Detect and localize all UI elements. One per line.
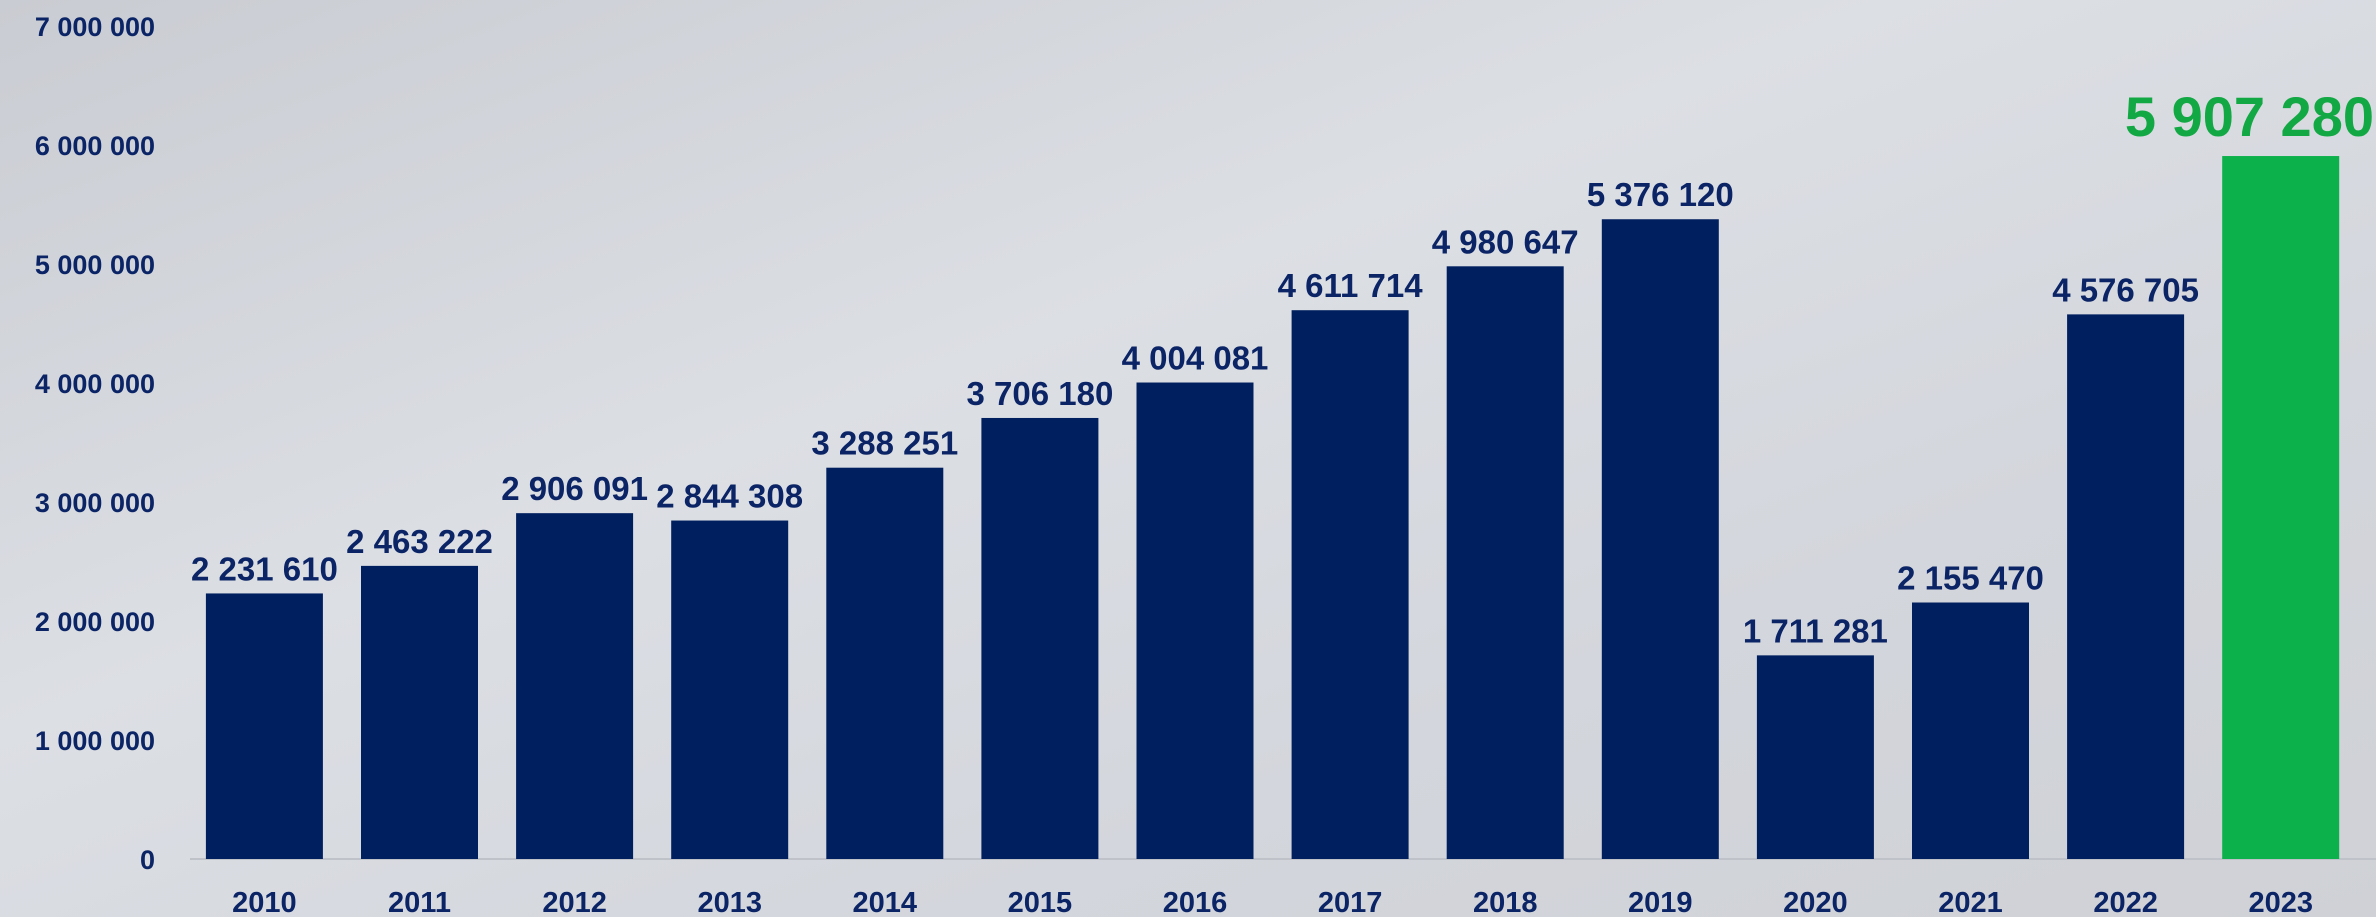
x-tick-label: 2013 xyxy=(697,887,762,917)
y-tick-label: 3 000 000 xyxy=(35,488,155,518)
value-label: 2 906 091 xyxy=(501,470,648,507)
value-label: 4 980 647 xyxy=(1432,223,1579,260)
y-tick-label: 4 000 000 xyxy=(35,369,155,399)
bar xyxy=(361,565,478,859)
x-tick-label: 2023 xyxy=(2248,887,2313,917)
bar xyxy=(826,467,944,859)
value-label: 5 376 120 xyxy=(1587,176,1734,213)
value-label: 4 611 714 xyxy=(1278,267,1424,304)
x-tick-label: 2022 xyxy=(2093,887,2158,917)
value-label: 2 463 222 xyxy=(346,523,493,560)
bar xyxy=(1756,655,1874,859)
bar xyxy=(671,520,789,859)
bar xyxy=(2067,314,2185,860)
y-tick-label: 5 000 000 xyxy=(35,250,155,280)
value-label: 3 706 180 xyxy=(966,375,1113,412)
y-tick-label: 2 000 000 xyxy=(35,607,155,637)
bar xyxy=(205,593,323,859)
bar xyxy=(1912,602,2029,859)
value-label: 1 711 281 xyxy=(1743,612,1888,649)
x-tick-label: 2018 xyxy=(1473,887,1538,917)
x-tick-label: 2021 xyxy=(1938,887,2003,917)
bar xyxy=(1291,310,1409,859)
x-tick-label: 2010 xyxy=(232,887,297,917)
value-label: 2 155 470 xyxy=(1897,559,2044,596)
y-tick-label: 1 000 000 xyxy=(35,726,155,756)
value-label: 4 004 081 xyxy=(1122,340,1269,377)
value-label: 2 231 610 xyxy=(191,550,338,587)
value-label: 4 576 705 xyxy=(2052,271,2199,308)
value-label: 2 844 308 xyxy=(656,478,803,515)
y-tick-label: 6 000 000 xyxy=(35,131,155,161)
x-tick-label: 2016 xyxy=(1163,887,1228,917)
x-tick-label: 2012 xyxy=(542,887,607,917)
bar xyxy=(1446,266,1564,860)
x-tick-label: 2011 xyxy=(388,887,451,917)
x-tick-label: 2017 xyxy=(1318,887,1383,917)
x-tick-label: 2014 xyxy=(853,887,918,917)
x-tick-label: 2019 xyxy=(1628,887,1693,917)
bar xyxy=(1601,219,1719,860)
bar xyxy=(2222,156,2340,859)
bar xyxy=(1136,382,1254,859)
y-tick-label: 7 000 000 xyxy=(35,12,155,42)
value-label: 3 288 251 xyxy=(811,425,958,462)
bar xyxy=(516,513,634,859)
x-tick-label: 2020 xyxy=(1783,887,1848,917)
bar xyxy=(981,417,1099,859)
value-label: 5 907 280 xyxy=(2125,85,2374,148)
y-tick-label: 0 xyxy=(140,845,155,875)
x-tick-label: 2015 xyxy=(1008,887,1073,917)
